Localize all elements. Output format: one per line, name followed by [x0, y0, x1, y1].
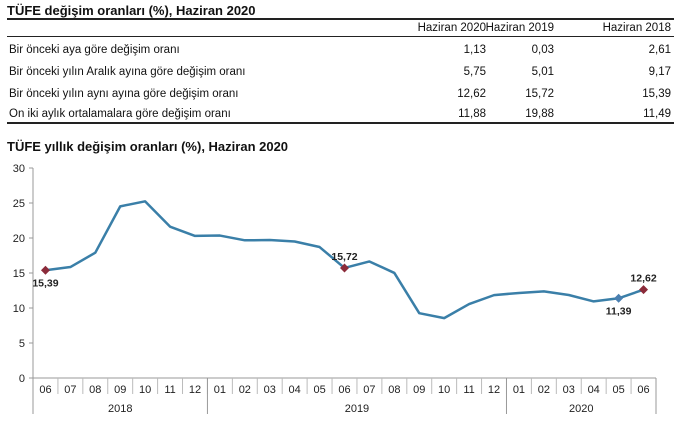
year-label: 2018 [108, 403, 132, 415]
data-label: 15,72 [331, 251, 357, 263]
column-header: Haziran 2018 [602, 22, 671, 34]
x-tick-label: 09 [114, 384, 126, 396]
x-tick-label: 05 [612, 384, 624, 396]
column-header: Haziran 2020 [417, 22, 486, 34]
table-row: Bir önceki aya göre değişim oranı 1,13 0… [7, 44, 674, 62]
cell: 9,17 [648, 66, 671, 78]
table-title: TÜFE değişim oranları (%), Haziran 2020 [7, 3, 256, 18]
cell: 15,39 [642, 88, 671, 100]
table-row: Bir önceki yılın aynı ayına göre değişim… [7, 88, 674, 106]
x-tick-label: 03 [563, 384, 575, 396]
cell: 12,62 [457, 88, 486, 100]
y-tick-label: 0 [19, 373, 25, 385]
x-tick-label: 07 [363, 384, 375, 396]
x-tick-label: 03 [264, 384, 276, 396]
data-marker [639, 285, 649, 295]
row-label: Bir önceki yılın Aralık ayına göre değiş… [9, 66, 246, 78]
cell: 19,88 [525, 108, 554, 120]
cell: 5,01 [531, 66, 554, 78]
data-label: 15,39 [32, 277, 58, 289]
data-marker [614, 293, 624, 303]
table-header: Haziran 2020 Haziran 2019 Haziran 2018 [7, 22, 674, 40]
x-tick-label: 09 [413, 384, 425, 396]
y-tick-label: 30 [13, 163, 25, 175]
cell: 11,49 [643, 108, 671, 120]
x-tick-label: 02 [538, 384, 550, 396]
x-tick-label: 04 [289, 384, 301, 396]
x-tick-label: 08 [388, 384, 400, 396]
x-tick-label: 12 [488, 384, 500, 396]
data-marker [340, 263, 349, 273]
data-label: 11,39 [606, 305, 632, 317]
row-label: On iki aylık ortalamalara göre değişim o… [9, 108, 231, 120]
cell: 15,72 [525, 88, 554, 100]
table-row: On iki aylık ortalamalara göre değişim o… [7, 108, 674, 126]
y-tick-label: 10 [13, 303, 25, 315]
x-tick-label: 04 [588, 384, 600, 396]
x-tick-label: 02 [239, 384, 251, 396]
x-tick-label: 01 [214, 384, 226, 396]
y-tick-label: 20 [13, 233, 25, 245]
x-tick-label: 06 [39, 384, 51, 396]
y-tick-label: 5 [19, 338, 25, 350]
x-tick-label: 06 [637, 384, 649, 396]
x-tick-label: 05 [313, 384, 325, 396]
year-label: 2019 [345, 403, 369, 415]
column-header: Haziran 2019 [485, 22, 554, 34]
table-top-rule [7, 18, 674, 20]
x-tick-label: 07 [64, 384, 76, 396]
x-tick-label: 11 [463, 384, 474, 396]
cell: 11,88 [458, 108, 486, 120]
y-tick-label: 25 [13, 198, 25, 210]
data-label: 12,62 [630, 273, 656, 285]
x-tick-label: 11 [164, 384, 175, 396]
x-tick-label: 06 [338, 384, 350, 396]
row-label: Bir önceki yılın aynı ayına göre değişim… [9, 88, 239, 100]
table-header-rule [7, 36, 674, 37]
table-bottom-rule [7, 122, 674, 124]
data-marker [40, 265, 50, 275]
y-tick-label: 15 [13, 268, 25, 280]
cell: 5,75 [463, 66, 486, 78]
x-tick-label: 10 [139, 384, 151, 396]
x-tick-label: 10 [438, 384, 450, 396]
row-label: Bir önceki aya göre değişim oranı [9, 44, 180, 56]
x-tick-label: 12 [189, 384, 201, 396]
x-tick-label: 01 [513, 384, 525, 396]
table-row: Bir önceki yılın Aralık ayına göre değiş… [7, 66, 674, 84]
cell: 1,13 [463, 44, 486, 56]
cell: 2,61 [648, 44, 671, 56]
cell: 0,03 [531, 44, 554, 56]
chart-title: TÜFE yıllık değişim oranları (%), Hazira… [7, 139, 289, 154]
x-tick-label: 08 [89, 384, 101, 396]
year-label: 2020 [569, 403, 593, 415]
